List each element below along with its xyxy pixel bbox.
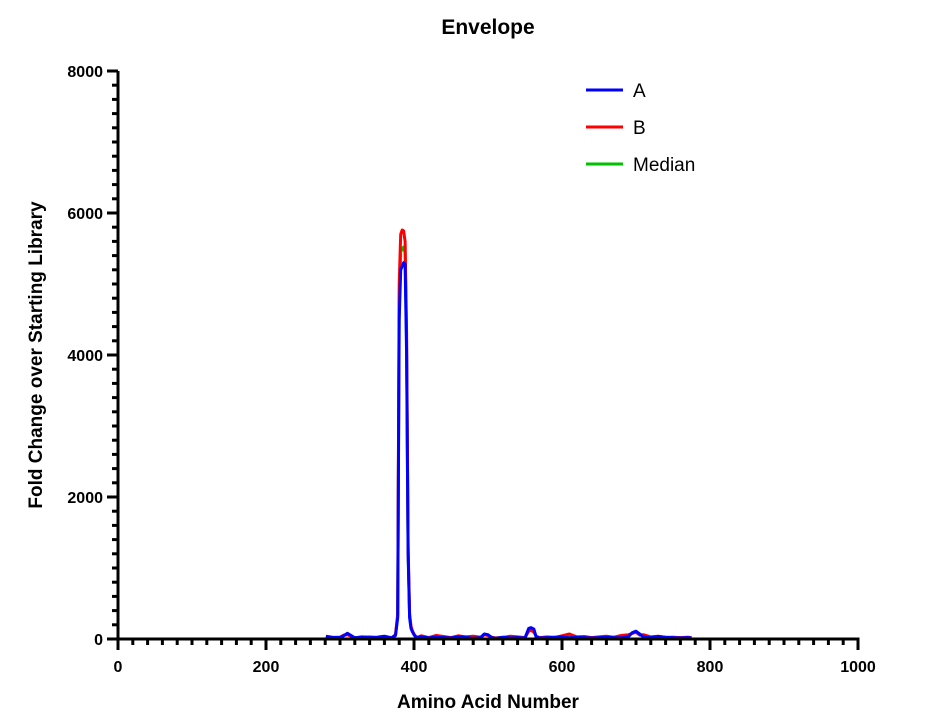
y-tick-label: 2000 [67, 490, 103, 507]
legend-label-median: Median [633, 155, 695, 176]
legend: AB Median [586, 81, 695, 176]
legend-label-a: A [633, 81, 646, 102]
axes-layer: 0 200 400 600 800 1000 0 2000 4000 6000 8000 [67, 64, 875, 676]
y-tick-label: 6000 [67, 206, 103, 223]
series-line-median [326, 247, 692, 638]
y-tick-label: 0 [94, 632, 103, 649]
x-axis-label: Amino Acid Number [397, 692, 580, 713]
x-tick-label: 600 [549, 659, 576, 676]
y-tick-label: 4000 [67, 348, 103, 365]
chart-title: Envelope [441, 16, 534, 39]
x-tick-label: 200 [253, 659, 280, 676]
y-axis-label: Fold Change over Starting Library [26, 201, 47, 509]
x-tick-label: 1000 [840, 659, 876, 676]
x-tick-label: 400 [401, 659, 428, 676]
series-line-b [326, 230, 692, 638]
series-line-a [326, 263, 692, 639]
legend-label-b: B [633, 118, 646, 139]
x-tick-label: 0 [114, 659, 123, 676]
x-tick-label: 800 [697, 659, 724, 676]
y-tick-label: 8000 [67, 64, 103, 81]
series-layer [326, 230, 692, 638]
